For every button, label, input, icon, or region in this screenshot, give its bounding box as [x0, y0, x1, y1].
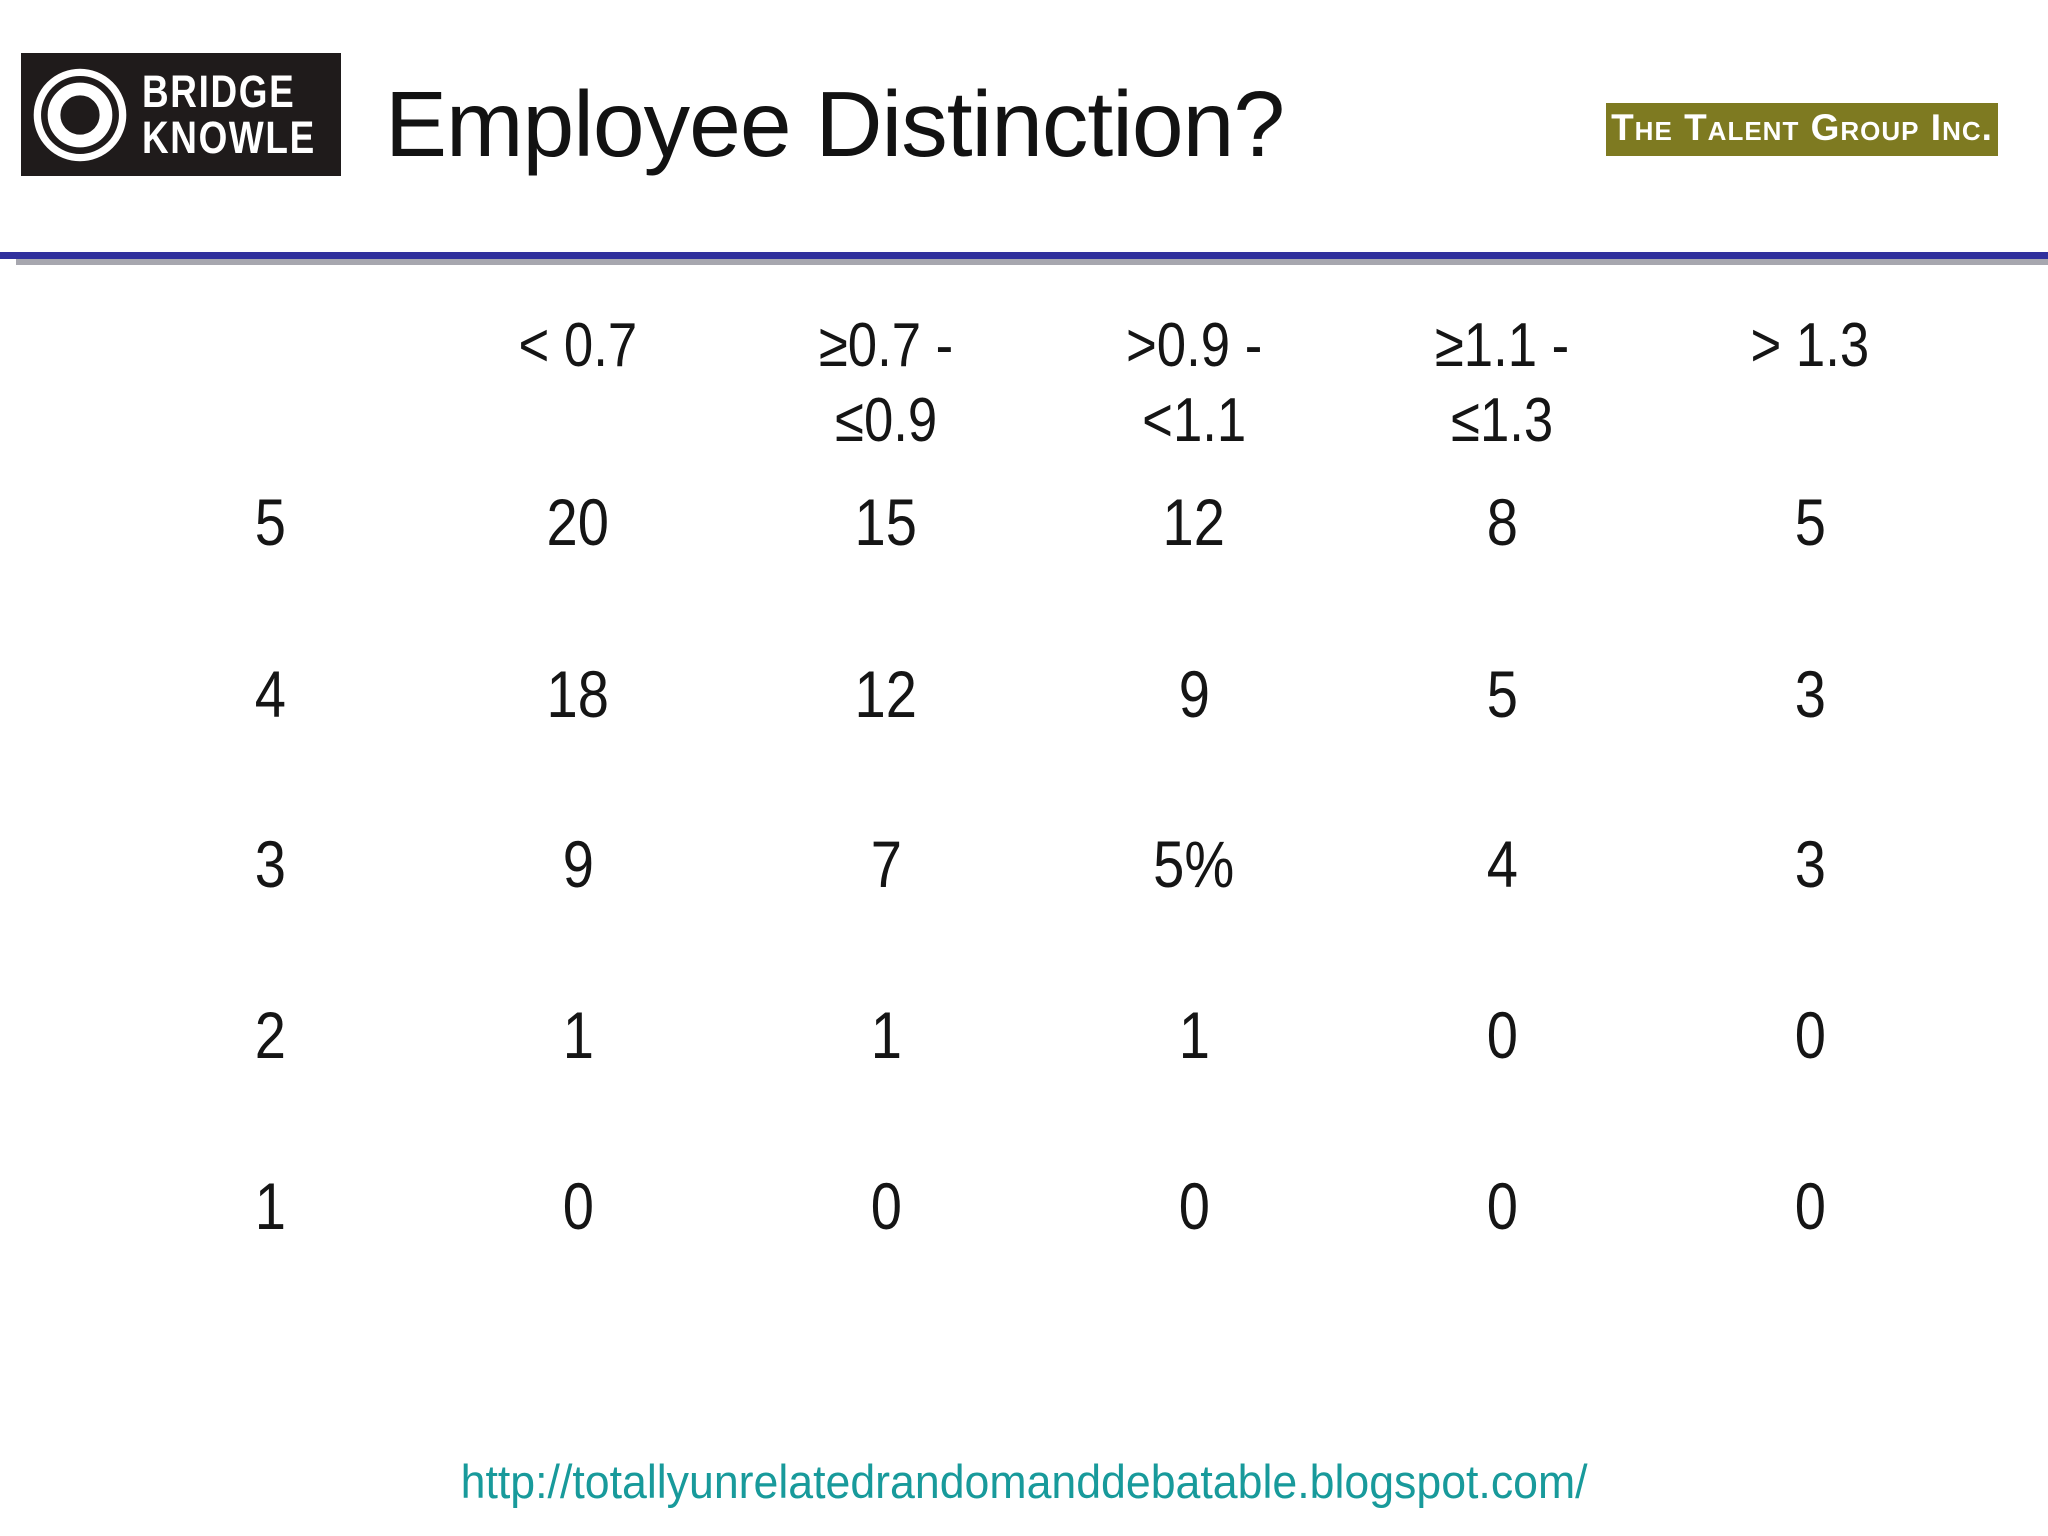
table-cell: 0: [1486, 998, 1518, 1072]
logo-line-2: KNOWLE: [142, 111, 316, 163]
slide-title: Employee Distinction?: [385, 72, 1285, 176]
bridge-knowle-logo: BRIDGE KNOWLE: [21, 53, 341, 176]
table-cell: 4: [1486, 827, 1518, 901]
talent-group-logo: The Talent Group Inc.: [1606, 103, 1998, 156]
divider-shadow: [16, 259, 2048, 265]
table-cell: 0: [1178, 1169, 1210, 1243]
table-cell: 9: [562, 827, 594, 901]
table-row: 3 9 7 5% 4 3: [116, 819, 1964, 909]
table-cell: 20: [546, 485, 610, 559]
table-cell: 5%: [1153, 827, 1235, 901]
column-header-1-1-to-1-3: ≥1.1 - ≤1.3: [1348, 308, 1656, 458]
table-cell: 9: [1178, 657, 1210, 731]
table-cell: 5: [1794, 485, 1826, 559]
table-row: 4 18 12 9 5 3: [116, 649, 1964, 739]
table-cell: 1: [562, 998, 594, 1072]
table-cell: 1: [1178, 998, 1210, 1072]
column-header-empty: [116, 308, 424, 458]
table-cell: 1: [870, 998, 902, 1072]
double-circle-icon: [33, 68, 127, 162]
column-header-gt-1-3: > 1.3: [1656, 308, 1964, 458]
footer-url-link[interactable]: http://totallyunrelatedrandomanddebatabl…: [460, 1455, 1588, 1508]
column-header-lt-0-7: < 0.7: [424, 308, 732, 458]
table-cell: 3: [1794, 827, 1826, 901]
header-line: ≤1.3: [1450, 386, 1554, 455]
table-cell: 15: [854, 485, 918, 559]
table-cell: 0: [1486, 1169, 1518, 1243]
header-line: ≥1.1 -: [1434, 311, 1570, 380]
row-label: 2: [254, 998, 286, 1072]
table-cell: 3: [1794, 657, 1826, 731]
table-cell: 18: [546, 657, 610, 731]
table-cell: 5: [1486, 657, 1518, 731]
talent-group-wordmark: The Talent Group Inc.: [1611, 106, 1993, 148]
footer: http://totallyunrelatedrandomanddebatabl…: [0, 1454, 2048, 1509]
header-line: > 1.3: [1750, 311, 1870, 380]
logo-line-1: BRIDGE: [142, 65, 296, 117]
header-line: < 0.7: [518, 311, 638, 380]
table-cell: 7: [870, 827, 902, 901]
table-cell: 0: [1794, 1169, 1826, 1243]
table-row: 1 0 0 0 0 0: [116, 1161, 1964, 1251]
bridge-knowle-wordmark: BRIDGE KNOWLE: [142, 65, 316, 163]
header-line: >0.9 -: [1125, 311, 1263, 380]
table-row: 2 1 1 1 0 0: [116, 990, 1964, 1080]
table-cell: 8: [1486, 485, 1518, 559]
column-header-0-9-to-1-1: >0.9 - <1.1: [1040, 308, 1348, 458]
table-cell: 12: [1162, 485, 1226, 559]
header-line: ≥0.7 -: [818, 311, 954, 380]
divider-line: [0, 252, 2048, 259]
table-cell: 0: [870, 1169, 902, 1243]
table-cell: 0: [1794, 998, 1826, 1072]
table-cell: 12: [854, 657, 918, 731]
ratings-table: < 0.7 ≥0.7 - ≤0.9 >0.9 - <1.1 ≥1.1 - ≤1.…: [116, 308, 1964, 1308]
header-line: ≤0.9: [834, 386, 938, 455]
table-cell: 0: [562, 1169, 594, 1243]
column-header-0-7-to-0-9: ≥0.7 - ≤0.9: [732, 308, 1040, 458]
table-header-row: < 0.7 ≥0.7 - ≤0.9 >0.9 - <1.1 ≥1.1 - ≤1.…: [116, 308, 1964, 458]
header-line: <1.1: [1141, 386, 1247, 455]
row-label: 4: [254, 657, 286, 731]
row-label: 5: [254, 485, 286, 559]
row-label: 3: [254, 827, 286, 901]
row-label: 1: [254, 1169, 286, 1243]
table-row: 5 20 15 12 8 5: [116, 477, 1964, 567]
